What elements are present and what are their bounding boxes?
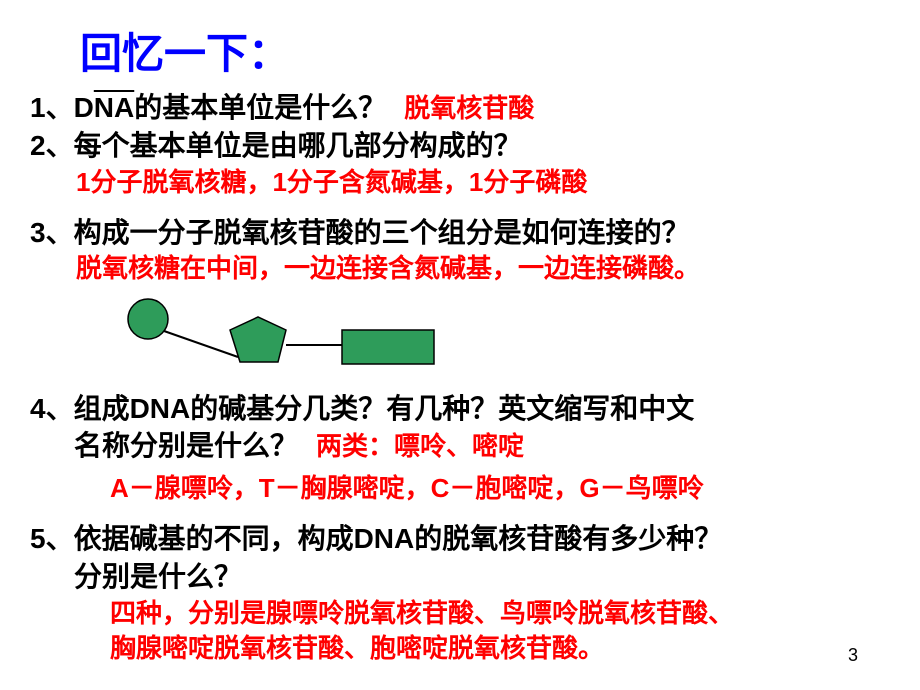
q1-answer: 脱氧核苷酸 (404, 91, 534, 126)
slide-title: 回忆一下： (80, 20, 890, 81)
q2-text: 2、每个基本单位是由哪几部分构成的？ (30, 127, 890, 165)
q1-text: 1、DNA的基本单位是什么？ (30, 89, 386, 127)
diagram-svg (120, 297, 440, 372)
nucleotide-diagram (120, 297, 440, 372)
page-number: 3 (848, 645, 858, 666)
q4-row2: 名称分别是什么？ 两类：嘌呤、嘧啶 (74, 427, 890, 465)
q1-row: 1、DNA的基本单位是什么？ 脱氧核苷酸 (30, 89, 890, 127)
slide-root: 回忆一下： 1、DNA的基本单位是什么？ 脱氧核苷酸 2、每个基本单位是由哪几部… (0, 0, 920, 676)
q2-answer: 1分子脱氧核糖，1分子含氮碱基，1分子磷酸 (76, 165, 890, 200)
q5-answer2: 胸腺嘧啶脱氧核苷酸、胞嘧啶脱氧核苷酸。 (110, 631, 890, 666)
q3-answer: 脱氧核糖在中间，一边连接含氮碱基，一边连接磷酸。 (76, 251, 890, 286)
q5-answer1: 四种，分别是腺嘌呤脱氧核苷酸、鸟嘌呤脱氧核苷酸、 (110, 596, 890, 631)
base-rectangle (342, 330, 434, 364)
q5-line2: 分别是什么？ (74, 558, 890, 596)
q4-answer-inline: 两类：嘌呤、嘧啶 (316, 429, 524, 464)
q4-answer2: A－腺嘌呤，T－胸腺嘧啶，C－胞嘧啶，G－鸟嘌呤 (110, 471, 890, 506)
bond-line-1 (164, 331, 238, 357)
q5-line1: 5、依据碱基的不同，构成DNA的脱氧核苷酸有多少种？ (30, 520, 890, 558)
q4-line1: 4、组成DNA的碱基分几类？有几种？英文缩写和中文 (30, 390, 890, 428)
q4-line2: 名称分别是什么？ (74, 427, 298, 465)
q3-text: 3、构成一分子脱氧核苷酸的三个组分是如何连接的？ (30, 214, 890, 252)
phosphate-circle (128, 299, 168, 339)
sugar-pentagon (230, 317, 286, 362)
